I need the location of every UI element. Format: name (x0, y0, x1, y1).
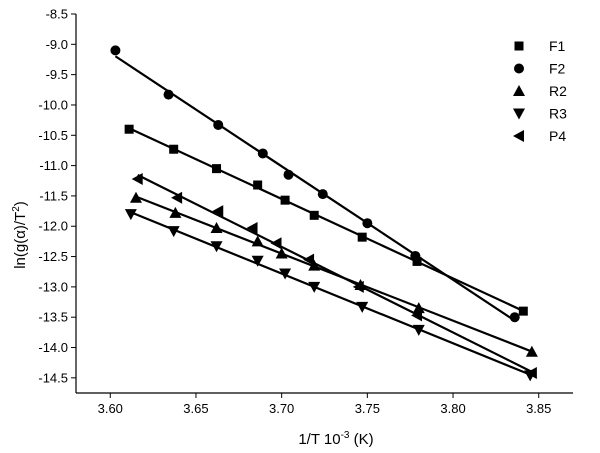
data-point-r3 (251, 255, 264, 267)
x-tick-label: 3.70 (269, 401, 294, 416)
data-point-f1 (280, 195, 290, 205)
data-point-p4 (171, 191, 183, 204)
data-point-p4 (303, 253, 315, 266)
y-tick-label: -9.5 (46, 67, 68, 82)
data-point-f1 (357, 232, 367, 242)
data-point-r2 (210, 222, 223, 234)
legend-label-f2: F2 (549, 61, 566, 77)
data-point-p4 (411, 309, 423, 322)
y-tick-label: -14.0 (38, 340, 68, 355)
legend-label-f1: F1 (549, 38, 566, 54)
data-point-r2 (308, 259, 321, 271)
data-point-f2 (213, 119, 224, 130)
data-point-r3 (308, 281, 321, 293)
x-tick-label: 3.60 (98, 401, 123, 416)
y-tick-label: -12.5 (38, 249, 68, 264)
data-point-f1 (518, 306, 528, 316)
data-point-p4 (131, 172, 143, 185)
legend-marker-r2 (513, 85, 525, 96)
data-point-p4 (246, 222, 258, 235)
data-point-r3 (356, 301, 369, 313)
x-tick-label: 3.65 (183, 401, 208, 416)
data-point-f1 (124, 124, 134, 134)
y-tick-label: -9.0 (46, 37, 68, 52)
y-tick-label: -13.0 (38, 279, 68, 294)
data-point-f2 (110, 45, 121, 56)
fit-line-f2 (114, 55, 516, 322)
data-point-r2 (525, 345, 538, 357)
data-point-f2 (509, 312, 520, 323)
data-point-f1 (212, 164, 222, 174)
axes (75, 14, 573, 394)
data-point-p4 (525, 366, 537, 379)
x-tick-label: 3.85 (526, 401, 551, 416)
data-point-r3 (167, 226, 180, 238)
fit-line-f1 (128, 127, 524, 312)
data-point-f1 (253, 180, 263, 190)
data-point-p4 (352, 280, 364, 293)
data-point-r3 (124, 209, 137, 221)
legend-label-r2: R2 (549, 83, 567, 99)
y-tick-label: -10.5 (38, 128, 68, 143)
data-point-f2 (362, 218, 373, 229)
legend-marker-r3 (513, 108, 525, 120)
data-point-r3 (412, 324, 425, 336)
data-point-r3 (210, 241, 223, 253)
y-tick-label: -13.5 (38, 310, 68, 325)
fit-lines (114, 55, 533, 376)
legend-marker-p4 (513, 130, 524, 142)
data-point-f2 (317, 189, 328, 200)
data-markers (110, 45, 538, 382)
fit-line-p4 (137, 174, 533, 373)
data-point-r3 (279, 268, 292, 280)
data-point-f1 (169, 144, 179, 154)
legend-label-p4: P4 (549, 128, 566, 144)
y-tick-label: -11.0 (39, 158, 68, 173)
axis-ticks: 3.60 3.65 3.70 3.75 3.80 3.85 -8.5 -9.0 -9.5 -10.… (38, 7, 551, 417)
legend-marker-f1 (514, 41, 524, 51)
data-point-f2 (410, 250, 421, 261)
y-tick-label: -10.0 (38, 97, 68, 112)
data-point-f1 (412, 256, 422, 266)
legend: F1 F2 R2 R3 P4 (513, 38, 567, 144)
data-point-f2 (257, 148, 268, 159)
data-point-f2 (283, 169, 294, 180)
data-point-r2 (275, 247, 288, 259)
data-point-r2 (169, 206, 182, 218)
data-point-r2 (251, 235, 264, 247)
x-tick-label: 3.80 (440, 401, 465, 416)
y-tick-label: -12.0 (38, 219, 68, 234)
x-tick-label: 3.75 (355, 401, 380, 416)
legend-marker-f2 (514, 63, 524, 74)
y-tick-label: -11.5 (39, 188, 68, 203)
x-axis-title: 1/T 10-3 (K) (298, 430, 373, 448)
y-tick-label: -14.5 (38, 370, 68, 385)
data-point-f1 (309, 210, 319, 220)
fit-line-r3 (130, 211, 531, 376)
legend-label-r3: R3 (549, 106, 567, 122)
data-point-r2 (129, 191, 142, 203)
data-point-f2 (163, 89, 174, 100)
y-axis-title: ln(g(α)/T2) (11, 201, 29, 269)
data-point-p4 (212, 205, 224, 218)
y-tick-label: -8.5 (46, 7, 68, 22)
data-point-p4 (270, 237, 282, 250)
